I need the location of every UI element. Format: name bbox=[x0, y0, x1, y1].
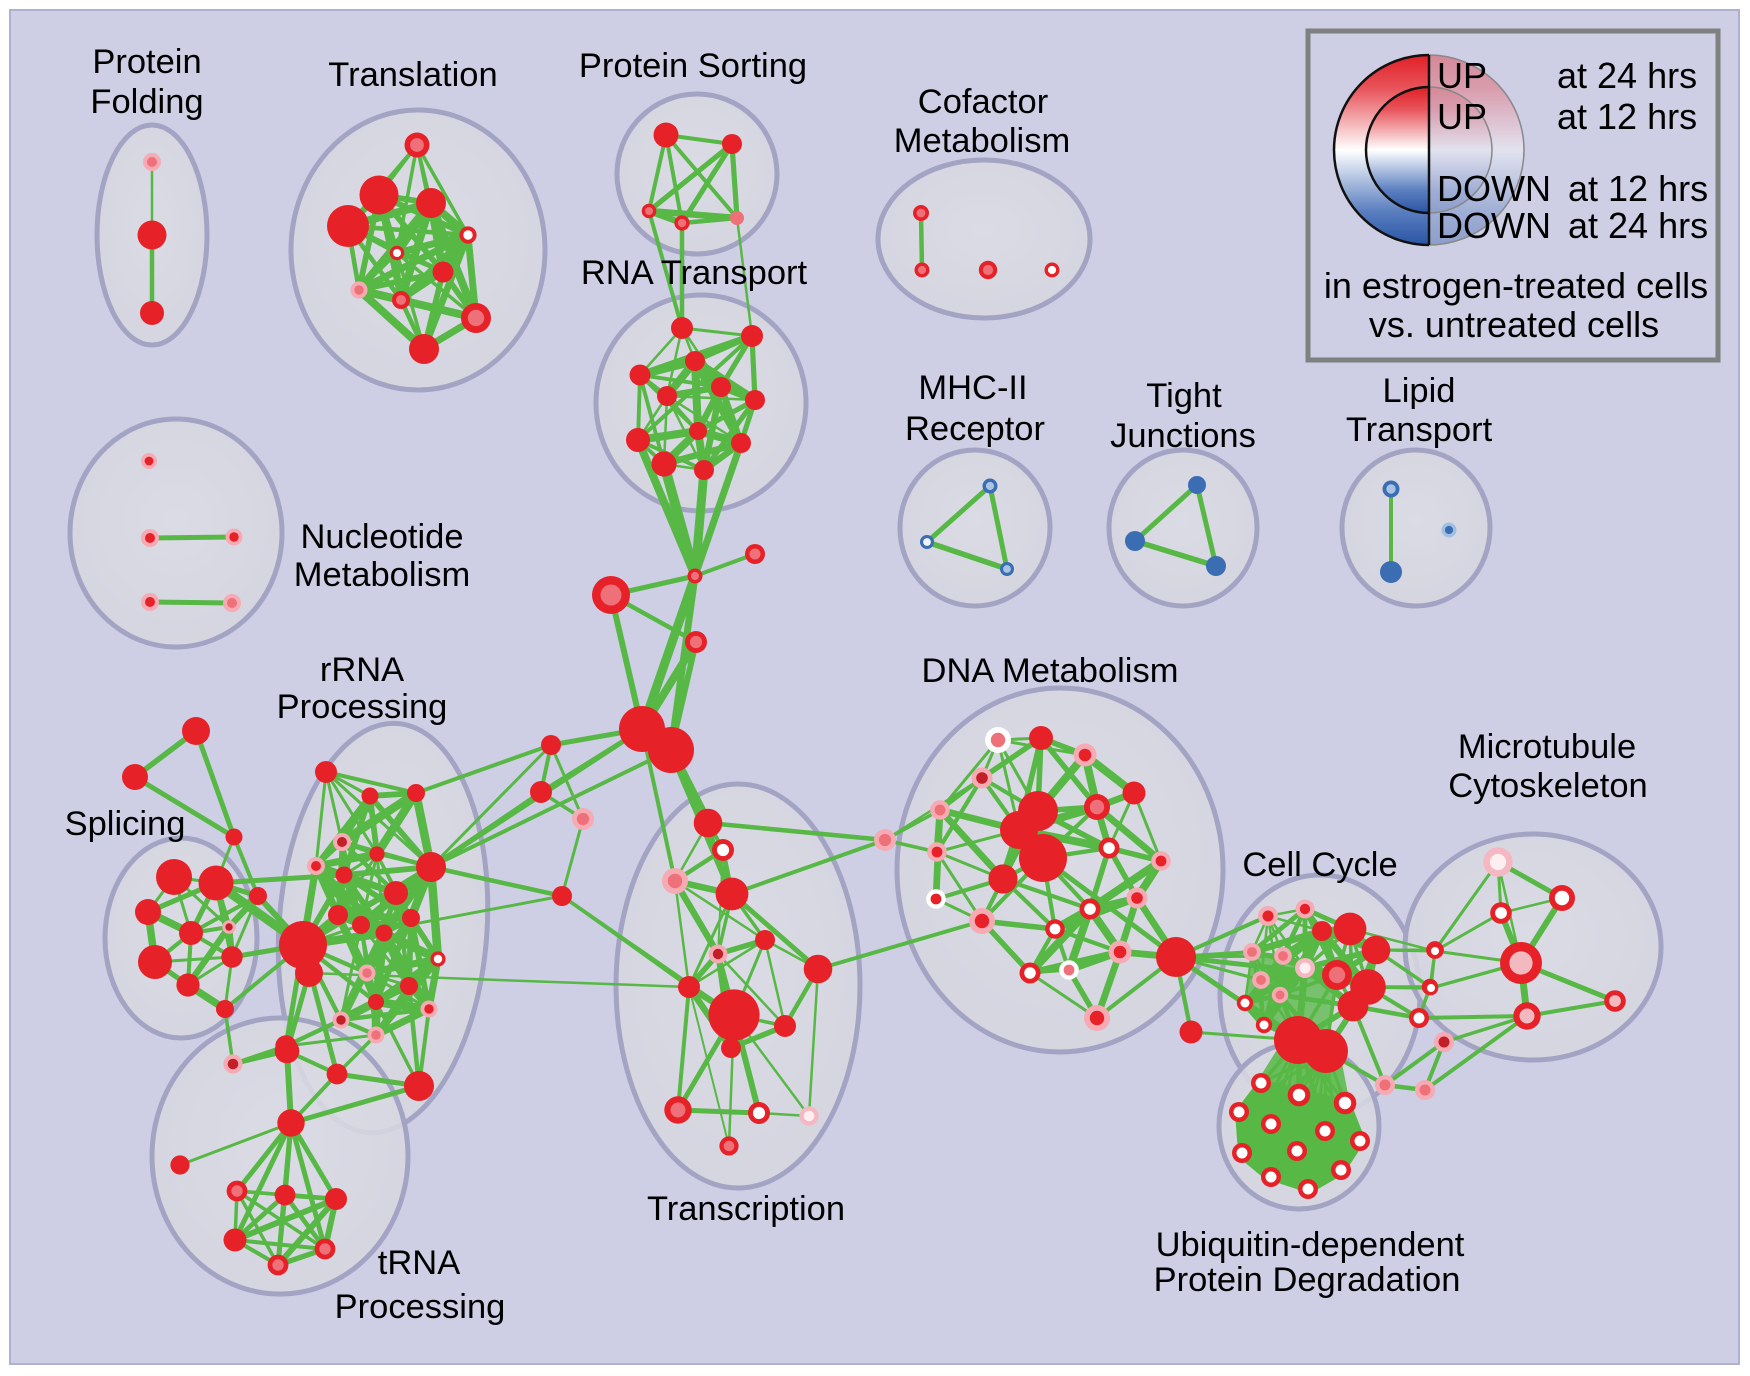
svg-text:in estrogen-treated cells: in estrogen-treated cells bbox=[1324, 265, 1708, 306]
svg-text:Translation: Translation bbox=[328, 56, 497, 94]
svg-text:Ubiquitin-dependent: Ubiquitin-dependent bbox=[1156, 1226, 1465, 1264]
svg-text:DOWN: DOWN bbox=[1437, 168, 1551, 209]
svg-text:Cofactor: Cofactor bbox=[918, 83, 1048, 121]
svg-text:at 24 hrs: at 24 hrs bbox=[1557, 55, 1697, 96]
svg-text:Tight: Tight bbox=[1146, 377, 1222, 415]
svg-text:Processing: Processing bbox=[335, 1288, 506, 1326]
svg-text:Lipid: Lipid bbox=[1383, 372, 1456, 410]
svg-text:at 12 hrs: at 12 hrs bbox=[1557, 96, 1697, 137]
svg-text:DOWN: DOWN bbox=[1437, 205, 1551, 246]
svg-text:Receptor: Receptor bbox=[905, 410, 1045, 448]
svg-text:UP: UP bbox=[1437, 55, 1487, 96]
svg-text:Splicing: Splicing bbox=[65, 805, 186, 843]
svg-text:Processing: Processing bbox=[277, 688, 448, 726]
svg-text:Protein: Protein bbox=[92, 43, 201, 81]
svg-text:vs. untreated cells: vs. untreated cells bbox=[1369, 304, 1659, 345]
svg-text:Transport: Transport bbox=[1346, 411, 1493, 449]
svg-text:Protein Sorting: Protein Sorting bbox=[579, 47, 807, 85]
svg-text:rRNA: rRNA bbox=[320, 651, 404, 689]
svg-text:Metabolism: Metabolism bbox=[894, 122, 1070, 160]
svg-text:Transcription: Transcription bbox=[647, 1190, 845, 1228]
svg-text:Cell Cycle: Cell Cycle bbox=[1242, 846, 1397, 884]
svg-text:Metabolism: Metabolism bbox=[294, 556, 470, 594]
svg-text:RNA Transport: RNA Transport bbox=[581, 254, 808, 292]
svg-text:Folding: Folding bbox=[90, 83, 203, 121]
svg-text:Nucleotide: Nucleotide bbox=[300, 518, 463, 556]
svg-text:at 12 hrs: at 12 hrs bbox=[1568, 168, 1708, 209]
svg-text:DNA Metabolism: DNA Metabolism bbox=[922, 652, 1179, 690]
svg-text:UP: UP bbox=[1437, 96, 1487, 137]
svg-text:Microtubule: Microtubule bbox=[1458, 728, 1636, 766]
svg-text:tRNA: tRNA bbox=[378, 1244, 460, 1282]
svg-text:Cytoskeleton: Cytoskeleton bbox=[1448, 767, 1647, 805]
svg-text:Protein Degradation: Protein Degradation bbox=[1154, 1261, 1461, 1299]
svg-text:Junctions: Junctions bbox=[1110, 417, 1256, 455]
svg-text:at 24 hrs: at 24 hrs bbox=[1568, 205, 1708, 246]
svg-text:MHC-II: MHC-II bbox=[918, 369, 1027, 407]
